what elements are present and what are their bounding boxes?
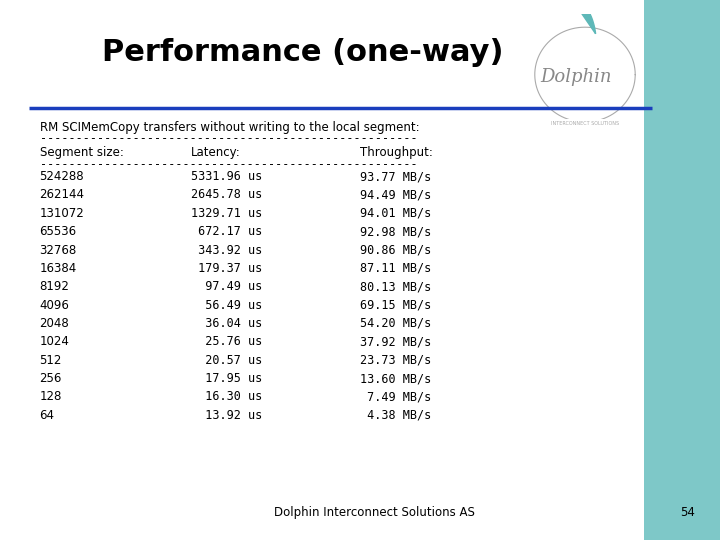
Text: 64: 64	[40, 409, 55, 422]
Text: 5331.96 us: 5331.96 us	[191, 170, 262, 183]
Text: 97.49 us: 97.49 us	[191, 280, 262, 293]
Text: 69.15 MB/s: 69.15 MB/s	[360, 299, 431, 312]
Text: 25.76 us: 25.76 us	[191, 335, 262, 348]
Text: 7.49 MB/s: 7.49 MB/s	[360, 390, 431, 403]
Text: 20.57 us: 20.57 us	[191, 354, 262, 367]
Text: Performance (one-way): Performance (one-way)	[102, 38, 503, 67]
Text: 16.30 us: 16.30 us	[191, 390, 262, 403]
Text: 93.77 MB/s: 93.77 MB/s	[360, 170, 431, 183]
Text: 92.98 MB/s: 92.98 MB/s	[360, 225, 431, 238]
Text: 8192: 8192	[40, 280, 69, 293]
Text: 4.38 MB/s: 4.38 MB/s	[360, 409, 431, 422]
Text: Segment size:: Segment size:	[40, 146, 123, 159]
Text: 65536: 65536	[40, 225, 77, 238]
Text: 672.17 us: 672.17 us	[191, 225, 262, 238]
Text: 13.60 MB/s: 13.60 MB/s	[360, 372, 431, 385]
Text: 13.92 us: 13.92 us	[191, 409, 262, 422]
Text: 87.11 MB/s: 87.11 MB/s	[360, 262, 431, 275]
Text: Latency:: Latency:	[191, 146, 240, 159]
Text: 1329.71 us: 1329.71 us	[191, 207, 262, 220]
Text: 2645.78 us: 2645.78 us	[191, 188, 262, 201]
Text: 179.37 us: 179.37 us	[191, 262, 262, 275]
Text: Dolphin Interconnect Solutions AS: Dolphin Interconnect Solutions AS	[274, 507, 474, 519]
Text: 37.92 MB/s: 37.92 MB/s	[360, 335, 431, 348]
Text: Dolphin: Dolphin	[540, 68, 612, 86]
Text: 2048: 2048	[40, 317, 69, 330]
Text: 256: 256	[40, 372, 62, 385]
Text: 90.86 MB/s: 90.86 MB/s	[360, 244, 431, 256]
Text: 343.92 us: 343.92 us	[191, 244, 262, 256]
Text: 23.73 MB/s: 23.73 MB/s	[360, 354, 431, 367]
Text: 80.13 MB/s: 80.13 MB/s	[360, 280, 431, 293]
Text: 32768: 32768	[40, 244, 77, 256]
Text: RM SCIMemCopy transfers without writing to the local segment:: RM SCIMemCopy transfers without writing …	[40, 122, 419, 134]
Text: 94.49 MB/s: 94.49 MB/s	[360, 188, 431, 201]
Text: 54.20 MB/s: 54.20 MB/s	[360, 317, 431, 330]
Text: 17.95 us: 17.95 us	[191, 372, 262, 385]
Text: 131072: 131072	[40, 207, 84, 220]
Text: 36.04 us: 36.04 us	[191, 317, 262, 330]
Text: 524288: 524288	[40, 170, 84, 183]
Text: 262144: 262144	[40, 188, 85, 201]
Text: 94.01 MB/s: 94.01 MB/s	[360, 207, 431, 220]
Text: 512: 512	[40, 354, 62, 367]
Text: INTERCONNECT SOLUTIONS: INTERCONNECT SOLUTIONS	[551, 121, 619, 126]
Text: 4096: 4096	[40, 299, 69, 312]
Text: 128: 128	[40, 390, 62, 403]
Text: 56.49 us: 56.49 us	[191, 299, 262, 312]
Polygon shape	[570, 0, 595, 34]
Text: 54: 54	[680, 507, 695, 519]
Text: -----------------------------------------------------: ----------------------------------------…	[40, 158, 417, 171]
Text: -----------------------------------------------------: ----------------------------------------…	[40, 132, 417, 145]
Text: 16384: 16384	[40, 262, 77, 275]
Text: Throughput:: Throughput:	[360, 146, 433, 159]
Text: 1024: 1024	[40, 335, 69, 348]
